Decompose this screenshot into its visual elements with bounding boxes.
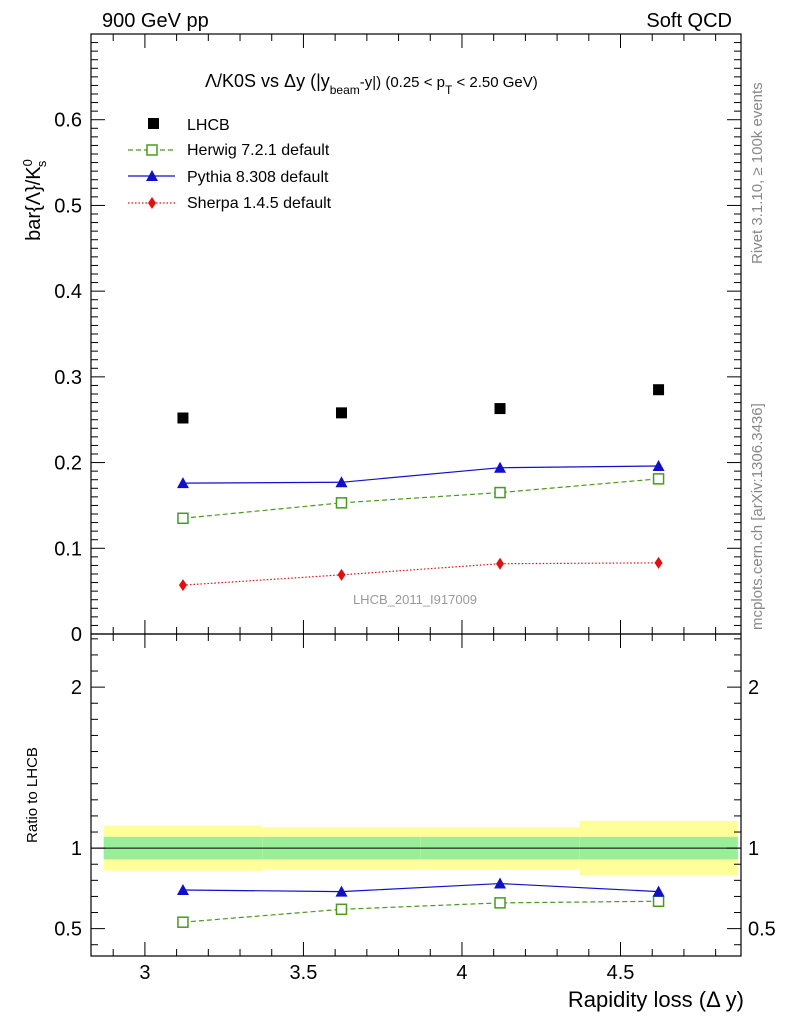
header-left-label: 900 GeV pp: [102, 10, 209, 32]
plot-title: Λ/K0S vs Δy (|ybeam-y|) (0.25 < pT < 2.5…: [205, 71, 538, 97]
y-tick-label-ratio-right: 1: [748, 838, 759, 860]
main-point-reference: [335, 407, 347, 419]
main-point-series-2: [654, 556, 663, 569]
ratio-line-series-1: [182, 882, 659, 893]
legend-marker-sherpa: [148, 197, 156, 209]
title-sub-beam: beam: [330, 83, 360, 97]
x-axis-label: Rapidity loss (Δ y): [568, 987, 744, 1012]
ratio-point-series-0: [494, 897, 506, 909]
x-tick-label: 4: [456, 962, 467, 984]
y-tick-label-main: 0.5: [54, 195, 82, 217]
side-label-mcplots: mcplots.cern.ch [arXiv:1306.3436]: [749, 403, 766, 630]
x-tick-label: 4.5: [607, 962, 635, 984]
y-tick-label-ratio-right: 0.5: [748, 919, 776, 941]
legend-marker-lhcb: [148, 118, 159, 129]
legend-label-sherpa: Sherpa 1.4.5 default: [187, 195, 332, 212]
legend-label-lhcb: LHCB: [187, 117, 230, 134]
y-tick-label-ratio-left: 0.5: [54, 919, 82, 941]
legend-marker-pythia: [146, 170, 158, 181]
y-label-sub: s: [34, 160, 49, 167]
side-label-rivet: Rivet 3.1.10, ≥ 100k events: [749, 82, 766, 264]
title-mid: -y|) (0.25 < p: [360, 74, 445, 91]
main-point-series-1: [652, 460, 665, 471]
main-point-series-0: [494, 486, 506, 499]
ratio-point-series-0: [652, 895, 665, 908]
y-tick-label-main: 0.2: [54, 453, 82, 475]
main-point-series-0: [177, 512, 189, 525]
y-tick-label-main: 0.3: [54, 367, 82, 389]
main-line-series-2: [182, 562, 659, 586]
ratio-plot-series: [176, 877, 665, 928]
ratio-point-series-0: [335, 903, 348, 916]
y-tick-label-main: 0.1: [54, 538, 82, 560]
y-axis-label-main: bar{Λ}/K0s: [20, 159, 49, 241]
title-observable: Λ/K0S vs Δy (|y: [205, 71, 330, 91]
y-tick-label-main: 0: [71, 624, 82, 646]
legend: LHCB Herwig 7.2.1 default Pythia 8.308 d…: [128, 117, 332, 212]
main-point-series-2: [337, 568, 346, 581]
legend-label-herwig: Herwig 7.2.1 default: [187, 142, 330, 159]
main-point-series-0: [335, 497, 348, 509]
main-point-series-2: [178, 579, 187, 592]
ratio-point-series-1: [176, 883, 189, 895]
main-point-series-2: [496, 557, 505, 570]
y-tick-label-main: 0.6: [54, 110, 82, 132]
main-point-series-0: [652, 473, 665, 485]
main-point-reference: [177, 412, 189, 424]
y-tick-label-main: 0.4: [54, 281, 82, 303]
y-axis-label-ratio: Ratio to LHCB: [24, 747, 41, 843]
axes-ticks: 3 3.5 4 4.5 0 0.1 0.2 0.3 0.4 0.5 0.6 0.5 0.5 1 1 2 2: [54, 33, 776, 984]
main-point-reference: [494, 403, 506, 415]
main-point-series-1: [335, 476, 348, 488]
title-tail: < 2.50 GeV): [452, 74, 537, 91]
main-line-series-1: [182, 465, 659, 484]
ratio-point-series-1: [494, 877, 507, 889]
ratio-point-series-1: [335, 885, 348, 897]
main-point-series-1: [176, 477, 189, 489]
ratio-plot-frame: [90, 633, 742, 957]
title-sub-t: T: [445, 83, 453, 97]
main-point-reference: [653, 384, 665, 396]
main-point-series-1: [494, 461, 507, 473]
analysis-watermark: LHCB_2011_I917009: [353, 592, 477, 607]
ratio-point-series-0: [177, 916, 189, 928]
y-tick-label-ratio-left: 2: [71, 677, 82, 699]
main-plot-series: [176, 384, 665, 592]
y-tick-label-ratio-right: 2: [748, 677, 759, 699]
legend-label-pythia: Pythia 8.308 default: [187, 169, 329, 186]
main-line-series-0: [182, 478, 659, 519]
ratio-line-series-0: [182, 900, 659, 923]
ratio-point-series-1: [652, 885, 665, 897]
legend-marker-herwig: [146, 144, 158, 156]
header-right-label: Soft QCD: [646, 10, 732, 32]
x-tick-label: 3.5: [290, 962, 318, 984]
y-tick-label-ratio-left: 1: [71, 838, 82, 860]
y-label-main-text: bar{Λ}/K: [23, 166, 45, 241]
y-label-sup: 0: [20, 159, 35, 166]
x-tick-label: 3: [139, 962, 150, 984]
